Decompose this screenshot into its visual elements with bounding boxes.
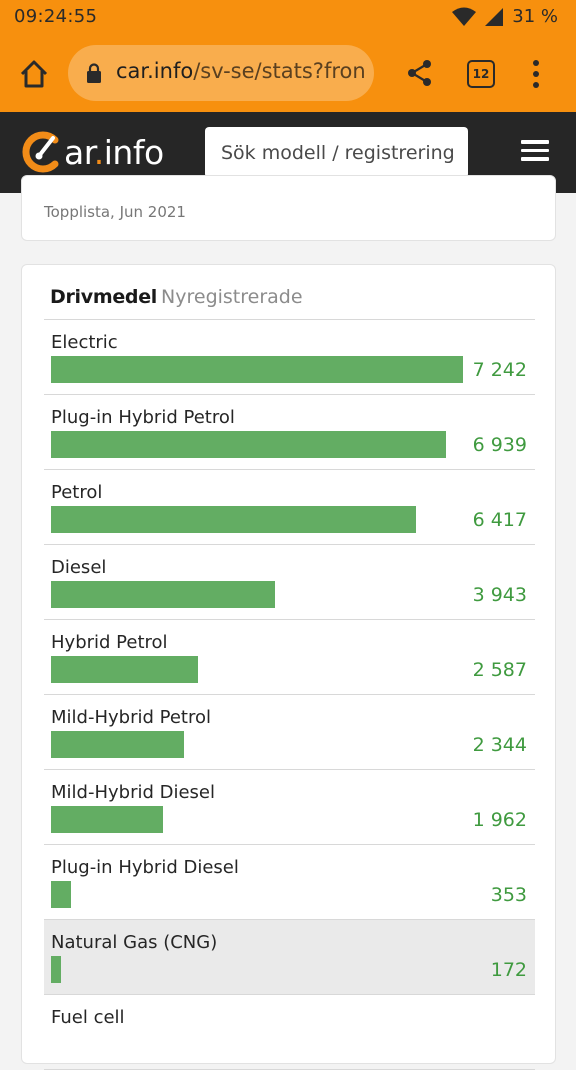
fuel-type-bar (51, 656, 198, 683)
fuel-type-label: Fuel cell (51, 1007, 125, 1028)
search-input[interactable] (205, 127, 468, 178)
fuel-type-bar (51, 881, 71, 908)
fuel-type-card: Drivmedel Nyregistrerade Electric 7 242 Plu… (21, 264, 556, 1070)
fuel-type-count: 1 962 (472, 809, 527, 831)
toplist-subtitle: Topplista, Jun 2021 (44, 203, 186, 221)
fuel-type-count: 353 (490, 884, 527, 906)
fuel-type-row[interactable]: Natural Gas (CNG) 172 (44, 920, 535, 995)
fuel-type-row[interactable]: Plug-in Hybrid Petrol 6 939 (44, 395, 535, 470)
fuel-type-label: Petrol (51, 482, 103, 503)
fuel-type-row[interactable]: Fuel cell (44, 995, 535, 1070)
site-header: ar.info (0, 112, 576, 193)
fuel-type-row[interactable]: Electric 7 242 (44, 320, 535, 395)
tab-count: 12 (472, 67, 490, 81)
toplist-card: Topplista, Jun 2021 (21, 175, 556, 241)
fuel-type-bar (51, 356, 463, 383)
fuel-type-count: 172 (490, 959, 527, 981)
fuel-type-bar (51, 731, 184, 758)
fuel-type-count: 7 242 (472, 359, 527, 381)
card-title-main: Drivmedel (50, 286, 158, 308)
status-bar: 09:24:55 31 % (0, 0, 576, 34)
fuel-type-count: 3 943 (472, 584, 527, 606)
fuel-type-bar (51, 506, 416, 533)
battery-level: 31 % (512, 6, 558, 27)
cell-signal-icon (485, 7, 504, 26)
fuel-type-row[interactable]: Diesel 3 943 (44, 545, 535, 620)
fuel-type-label: Electric (51, 332, 118, 353)
url-text: car.info/sv-se/stats?fron (116, 59, 366, 83)
car-info-logo[interactable]: ar.info (22, 130, 164, 174)
fuel-type-count: 2 344 (472, 734, 527, 756)
status-icons: 31 % (452, 6, 558, 27)
fuel-type-row[interactable]: Petrol 6 417 (44, 470, 535, 545)
fuel-type-label: Plug-in Hybrid Diesel (51, 857, 239, 878)
address-bar[interactable]: car.info/sv-se/stats?fron (68, 45, 374, 101)
logo-text: ar.info (64, 132, 164, 172)
fuel-type-bar (51, 431, 446, 458)
card-title: Drivmedel Nyregistrerade (50, 286, 303, 308)
share-icon[interactable] (406, 58, 434, 88)
fuel-type-label: Natural Gas (CNG) (51, 932, 218, 953)
fuel-type-row[interactable]: Plug-in Hybrid Diesel 353 (44, 845, 535, 920)
status-time: 09:24:55 (14, 6, 98, 27)
fuel-type-count: 6 939 (472, 434, 527, 456)
fuel-type-row[interactable]: Hybrid Petrol 2 587 (44, 620, 535, 695)
fuel-type-row[interactable]: Mild-Hybrid Diesel 1 962 (44, 770, 535, 845)
url-path: /sv-se/stats?fron (193, 59, 366, 83)
fuel-type-row[interactable]: Mild-Hybrid Petrol 2 344 (44, 695, 535, 770)
fuel-type-bar (51, 806, 163, 833)
fuel-type-label: Plug-in Hybrid Petrol (51, 407, 235, 428)
wifi-icon (452, 7, 477, 26)
fuel-type-count: 6 417 (472, 509, 527, 531)
home-icon[interactable] (18, 58, 50, 90)
url-host: car.info (116, 59, 194, 83)
fuel-type-bar-chart: Electric 7 242 Plug-in Hybrid Petrol 6 939 P… (44, 319, 535, 1070)
browser-toolbar: car.info/sv-se/stats?fron 12 (0, 34, 576, 112)
kebab-menu-icon[interactable] (530, 58, 542, 90)
lock-icon (87, 63, 101, 83)
fuel-type-label: Diesel (51, 557, 107, 578)
fuel-type-label: Mild-Hybrid Diesel (51, 782, 216, 803)
card-title-sub: Nyregistrerade (161, 286, 303, 308)
fuel-type-label: Mild-Hybrid Petrol (51, 707, 211, 728)
fuel-type-bar (51, 956, 61, 983)
speedometer-c-icon (22, 131, 59, 173)
fuel-type-count: 2 587 (472, 659, 527, 681)
hamburger-menu-icon[interactable] (521, 140, 549, 162)
tab-switcher-button[interactable]: 12 (467, 60, 495, 88)
fuel-type-bar (51, 581, 275, 608)
fuel-type-label: Hybrid Petrol (51, 632, 168, 653)
